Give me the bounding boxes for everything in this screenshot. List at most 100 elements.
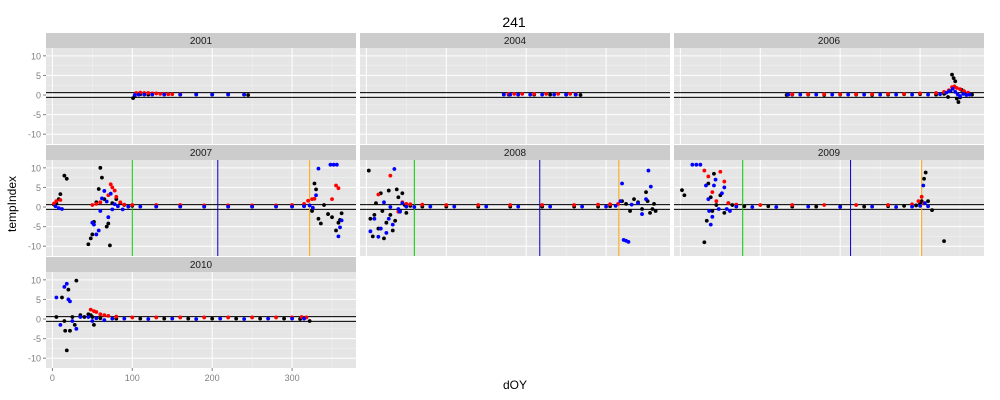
- point-black: [640, 207, 644, 211]
- point-black: [330, 215, 334, 220]
- point-blue: [94, 316, 99, 321]
- point-red: [568, 91, 573, 96]
- facet-strip-label: 2001: [190, 36, 213, 47]
- point-blue: [580, 204, 585, 209]
- point-blue: [618, 199, 623, 204]
- point-red: [822, 92, 827, 97]
- point-black: [318, 221, 323, 226]
- point-black: [951, 76, 956, 81]
- point-blue: [862, 92, 867, 97]
- point-blue: [307, 203, 312, 208]
- y-tick-label: -5: [33, 222, 41, 232]
- point-red: [158, 91, 163, 96]
- point-black: [366, 168, 371, 173]
- facet-panel-2001: 2001 -10 -5 0 5 10: [28, 33, 356, 144]
- facet-strip-label: 2007: [190, 148, 213, 159]
- point-black: [210, 316, 215, 321]
- point-blue: [202, 204, 207, 209]
- point-black: [714, 203, 719, 207]
- point-red: [886, 203, 891, 207]
- point-red: [122, 202, 127, 207]
- point-blue: [162, 92, 167, 97]
- point-blue: [274, 204, 279, 209]
- point-black: [234, 316, 239, 321]
- point-red: [710, 190, 715, 195]
- point-blue: [60, 207, 64, 211]
- point-blue: [64, 281, 69, 286]
- point-red: [58, 198, 63, 202]
- point-black: [922, 176, 926, 181]
- point-black: [90, 232, 95, 237]
- point-black: [92, 322, 96, 327]
- point-blue: [146, 317, 151, 321]
- point-red: [154, 315, 159, 320]
- point-red: [902, 91, 907, 96]
- point-blue: [921, 183, 926, 188]
- y-tick-label: 10: [31, 51, 41, 61]
- point-blue: [428, 204, 433, 209]
- point-black: [74, 278, 79, 283]
- point-blue: [112, 202, 117, 207]
- point-blue: [302, 316, 306, 321]
- point-black: [710, 209, 715, 213]
- point-blue: [528, 92, 533, 97]
- point-black: [632, 197, 636, 202]
- point-black: [370, 234, 375, 239]
- point-black: [310, 209, 314, 213]
- point-black: [322, 203, 326, 207]
- point-black: [58, 192, 63, 196]
- point-red: [420, 202, 425, 207]
- point-black: [186, 316, 191, 321]
- point-black: [923, 170, 928, 175]
- point-red: [114, 194, 119, 199]
- x-tick-label: 200: [205, 373, 220, 383]
- point-blue: [713, 177, 718, 182]
- point-black: [650, 207, 655, 211]
- point-blue: [386, 216, 391, 221]
- facet-panel-2006: 2006: [674, 33, 984, 144]
- y-tick-label: -10: [28, 242, 41, 252]
- point-red: [758, 203, 763, 207]
- facet-strip: [46, 257, 356, 272]
- facet-strip-label: 2009: [818, 148, 841, 159]
- point-blue: [947, 89, 952, 94]
- point-red: [444, 203, 449, 207]
- point-blue: [838, 205, 843, 209]
- point-black: [766, 204, 771, 209]
- point-blue: [102, 318, 107, 323]
- point-black: [648, 210, 652, 215]
- point-red: [108, 182, 113, 187]
- point-red: [52, 201, 56, 206]
- point-red: [512, 91, 517, 96]
- point-red: [544, 91, 549, 96]
- point-red: [98, 200, 103, 205]
- facet-strip: [674, 145, 984, 160]
- point-black: [98, 165, 103, 170]
- point-black: [730, 203, 735, 207]
- point-black: [64, 176, 69, 181]
- panel-background: [674, 48, 984, 144]
- point-blue: [78, 315, 83, 319]
- point-red: [790, 203, 795, 207]
- point-black: [62, 173, 67, 178]
- point-black: [953, 79, 958, 84]
- point-blue: [390, 222, 395, 227]
- point-red: [934, 91, 938, 95]
- point-black: [624, 201, 628, 206]
- point-blue: [170, 316, 175, 321]
- facet-panel-2008: 2008: [360, 145, 670, 256]
- point-red: [312, 196, 317, 201]
- point-black: [914, 203, 918, 208]
- point-black: [950, 72, 954, 77]
- point-blue: [722, 185, 727, 190]
- point-red: [130, 315, 135, 320]
- point-blue: [412, 205, 417, 209]
- x-tick-label: 300: [285, 373, 300, 383]
- point-blue: [846, 92, 851, 97]
- point-red: [540, 203, 545, 207]
- point-blue: [54, 295, 59, 300]
- point-blue: [316, 166, 321, 171]
- y-tick-label: -5: [33, 334, 41, 344]
- point-black: [396, 195, 401, 200]
